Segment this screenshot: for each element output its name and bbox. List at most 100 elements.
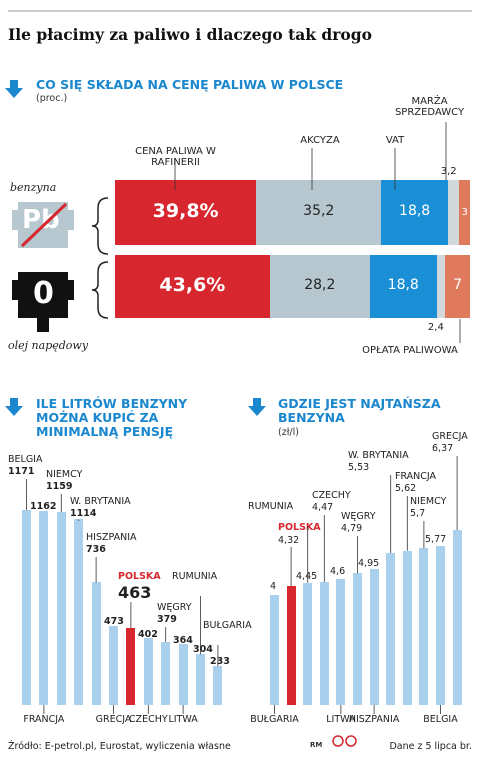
value-label: 5,77 (425, 534, 447, 545)
category-label: HISZPANIA (348, 714, 400, 725)
value-label: 379 (157, 614, 177, 625)
category-label: WĘGRY (157, 602, 192, 613)
petrol-icon (12, 210, 18, 230)
value-label: 1114 (70, 508, 97, 519)
category-label: olej napędowy (8, 339, 89, 352)
category-label: GRECJA (432, 431, 468, 442)
category-label: NIEMCY (410, 496, 447, 507)
bar-segment (269, 255, 370, 318)
credit: RM (310, 741, 323, 749)
logo (332, 735, 344, 747)
bar-segment (436, 255, 446, 318)
bar-segment (256, 180, 382, 245)
bar (56, 511, 66, 705)
bar (270, 595, 279, 705)
bar (22, 510, 31, 705)
diesel-icon (37, 318, 49, 332)
bar (336, 578, 346, 705)
bar (319, 582, 329, 705)
value-label: 4,45 (296, 571, 318, 582)
bar (126, 627, 136, 705)
chart-title: CO SIĘ SKŁADA NA CENĘ PALIWA W POLSCE (36, 77, 344, 92)
category-label: W. BRYTANIA (70, 496, 131, 507)
value-label: 35,2 (303, 203, 335, 220)
bar (452, 530, 462, 705)
category-label: BELGIA (8, 454, 43, 465)
legend-label: AKCYZA (300, 135, 340, 146)
value-label: 7 (453, 277, 463, 294)
category-label: BELGIA (423, 714, 458, 725)
category-label: NIEMCY (46, 469, 83, 480)
value-label: 6,37 (432, 443, 454, 454)
value-label: 3 (461, 206, 468, 218)
value-label: 2,4 (427, 322, 444, 333)
category-label: BUŁGARIA (203, 620, 252, 631)
category-label: RUMUNIA (172, 571, 218, 582)
bar-segment (115, 255, 270, 318)
bar (402, 550, 412, 705)
bar-segment (115, 180, 257, 245)
bar (74, 519, 84, 705)
bar (39, 511, 49, 705)
value-label: 1159 (46, 481, 73, 492)
category-label: BUŁGARIA (250, 714, 299, 725)
category-label: LITWA (326, 714, 356, 725)
value-label: 39,8% (152, 200, 219, 223)
bar (91, 582, 101, 705)
value-label: 43,6% (159, 274, 226, 297)
bar (436, 546, 445, 705)
bar (286, 586, 296, 705)
chart-subtitle: (zł/l) (278, 427, 299, 438)
value-label: 304 (193, 644, 213, 655)
bar-segment (445, 255, 470, 318)
bar (196, 654, 205, 705)
bar-segment (381, 180, 448, 245)
bar (213, 666, 223, 705)
bar (353, 573, 362, 705)
category-label: POLSKA (278, 522, 321, 533)
category-label: POLSKA (118, 571, 161, 582)
value-label: 3,2 (440, 166, 457, 177)
value-label: 4,95 (358, 558, 380, 569)
diesel-icon (68, 280, 74, 300)
diesel-icon (12, 280, 18, 300)
category-label: benzyna (10, 181, 57, 194)
category-label: W. BRYTANIA (348, 450, 409, 461)
bar-segment (447, 180, 460, 245)
logo (345, 735, 357, 747)
value-label: 1162 (30, 501, 57, 512)
source: Źródło: E-petrol.pl, Eurostat, wyliczeni… (8, 741, 231, 752)
value-label: 4 (270, 581, 277, 592)
bar (419, 548, 429, 705)
value-label: 5,53 (348, 462, 370, 473)
diesel-icon (18, 272, 68, 318)
value-label: 28,2 (304, 277, 336, 294)
arrow (5, 398, 23, 416)
chart-subtitle: (proc.) (36, 93, 68, 104)
value-label: 1171 (8, 466, 35, 477)
value-label: 5,7 (410, 508, 426, 519)
bar (178, 644, 188, 705)
date-note: Dane z 5 lipca br. (389, 741, 472, 752)
value-label: 18,8 (399, 203, 431, 220)
petrol-icon (68, 210, 74, 230)
brace (91, 197, 109, 255)
value-label: 4,6 (330, 566, 346, 577)
bar (143, 638, 153, 705)
value-label: 5,62 (395, 483, 417, 494)
value-label: 402 (138, 629, 158, 640)
legend-label: CENA PALIWA W RAFINERII (135, 146, 216, 168)
chart-title: ILE LITRÓW BENZYNY MOŻNA KUPIĆ ZA MINIMA… (36, 396, 188, 439)
value-label: 364 (173, 635, 193, 646)
icon-text: Pb (22, 205, 60, 235)
legend-label: MARŻA SPRZEDAWCY (394, 96, 465, 118)
value-label: 4,32 (278, 535, 300, 546)
category-label: LITWA (168, 714, 198, 725)
category-label: HISZPANIA (86, 532, 137, 543)
chart-title: GDZIE JEST NAJTAŃSZA BENZYNA (278, 396, 441, 425)
category-label: CZECHY (128, 714, 168, 725)
bar-segment (369, 255, 437, 318)
legend-label: VAT (385, 135, 405, 146)
value-label: 736 (86, 544, 106, 555)
